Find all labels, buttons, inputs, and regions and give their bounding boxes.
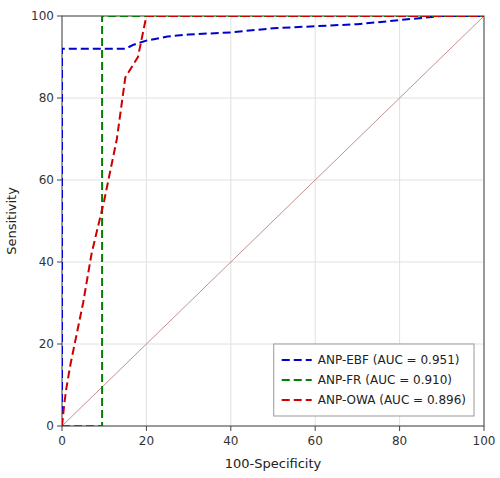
background: [0, 0, 500, 478]
series-line: [62, 16, 484, 426]
tick-label: 80: [39, 91, 54, 105]
plot-frame: [62, 16, 484, 426]
tick: [57, 344, 62, 345]
tick-label: 20: [139, 434, 154, 448]
legend-label: ANP-EBF (AUC = 0.951): [318, 353, 460, 367]
grid-line: [146, 16, 147, 426]
legend: ANP-EBF (AUC = 0.951) ANP-FR (AUC = 0.910…: [274, 344, 474, 416]
reference-line: [62, 16, 484, 426]
series-line: [62, 16, 484, 426]
tick: [57, 180, 62, 181]
axes: 0 20 40 60 80 100 0 20 40 60 80 100: [31, 9, 495, 448]
tick: [57, 98, 62, 99]
tick-label: 20: [39, 337, 54, 351]
tick: [230, 426, 231, 431]
tick-label: 0: [46, 419, 54, 433]
legend-swatch: [282, 399, 312, 401]
legend-swatch: [282, 379, 312, 381]
grid-line: [230, 16, 231, 426]
series-line: [62, 16, 484, 426]
grid-line: [62, 262, 484, 263]
tick: [315, 426, 316, 431]
tick: [146, 426, 147, 431]
y-axis-label: Sensitivity: [4, 187, 19, 255]
tick: [57, 426, 62, 427]
tick: [62, 426, 63, 431]
grid-line: [62, 98, 484, 99]
tick: [57, 16, 62, 17]
tick-label: 100: [473, 434, 496, 448]
legend-label: ANP-OWA (AUC = 0.896): [318, 393, 466, 407]
x-axis-label: 100-Specificity: [225, 456, 322, 471]
tick: [484, 426, 485, 431]
tick-label: 80: [392, 434, 407, 448]
tick: [57, 262, 62, 263]
series-group: [62, 16, 484, 426]
tick-label: 0: [58, 434, 66, 448]
grid: [62, 16, 484, 426]
chart: 0 20 40 60 80 100 0 20 40 60 80 100 100-Specificity S…: [0, 0, 500, 478]
tick-label: 60: [308, 434, 323, 448]
legend-box: [274, 344, 474, 416]
tick-label: 100: [31, 9, 54, 23]
tick: [399, 426, 400, 431]
legend-label: ANP-FR (AUC = 0.910): [318, 373, 452, 387]
tick-label: 60: [39, 173, 54, 187]
legend-swatch: [282, 359, 312, 361]
grid-line: [62, 180, 484, 181]
tick-label: 40: [39, 255, 54, 269]
tick-label: 40: [223, 434, 238, 448]
